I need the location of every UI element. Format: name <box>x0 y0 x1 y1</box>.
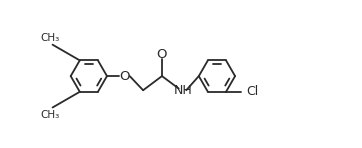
Text: O: O <box>157 48 167 61</box>
Text: O: O <box>119 70 130 83</box>
Text: NH: NH <box>173 84 192 97</box>
Text: Cl: Cl <box>247 85 259 98</box>
Text: CH₃: CH₃ <box>41 33 60 43</box>
Text: CH₃: CH₃ <box>41 110 60 120</box>
